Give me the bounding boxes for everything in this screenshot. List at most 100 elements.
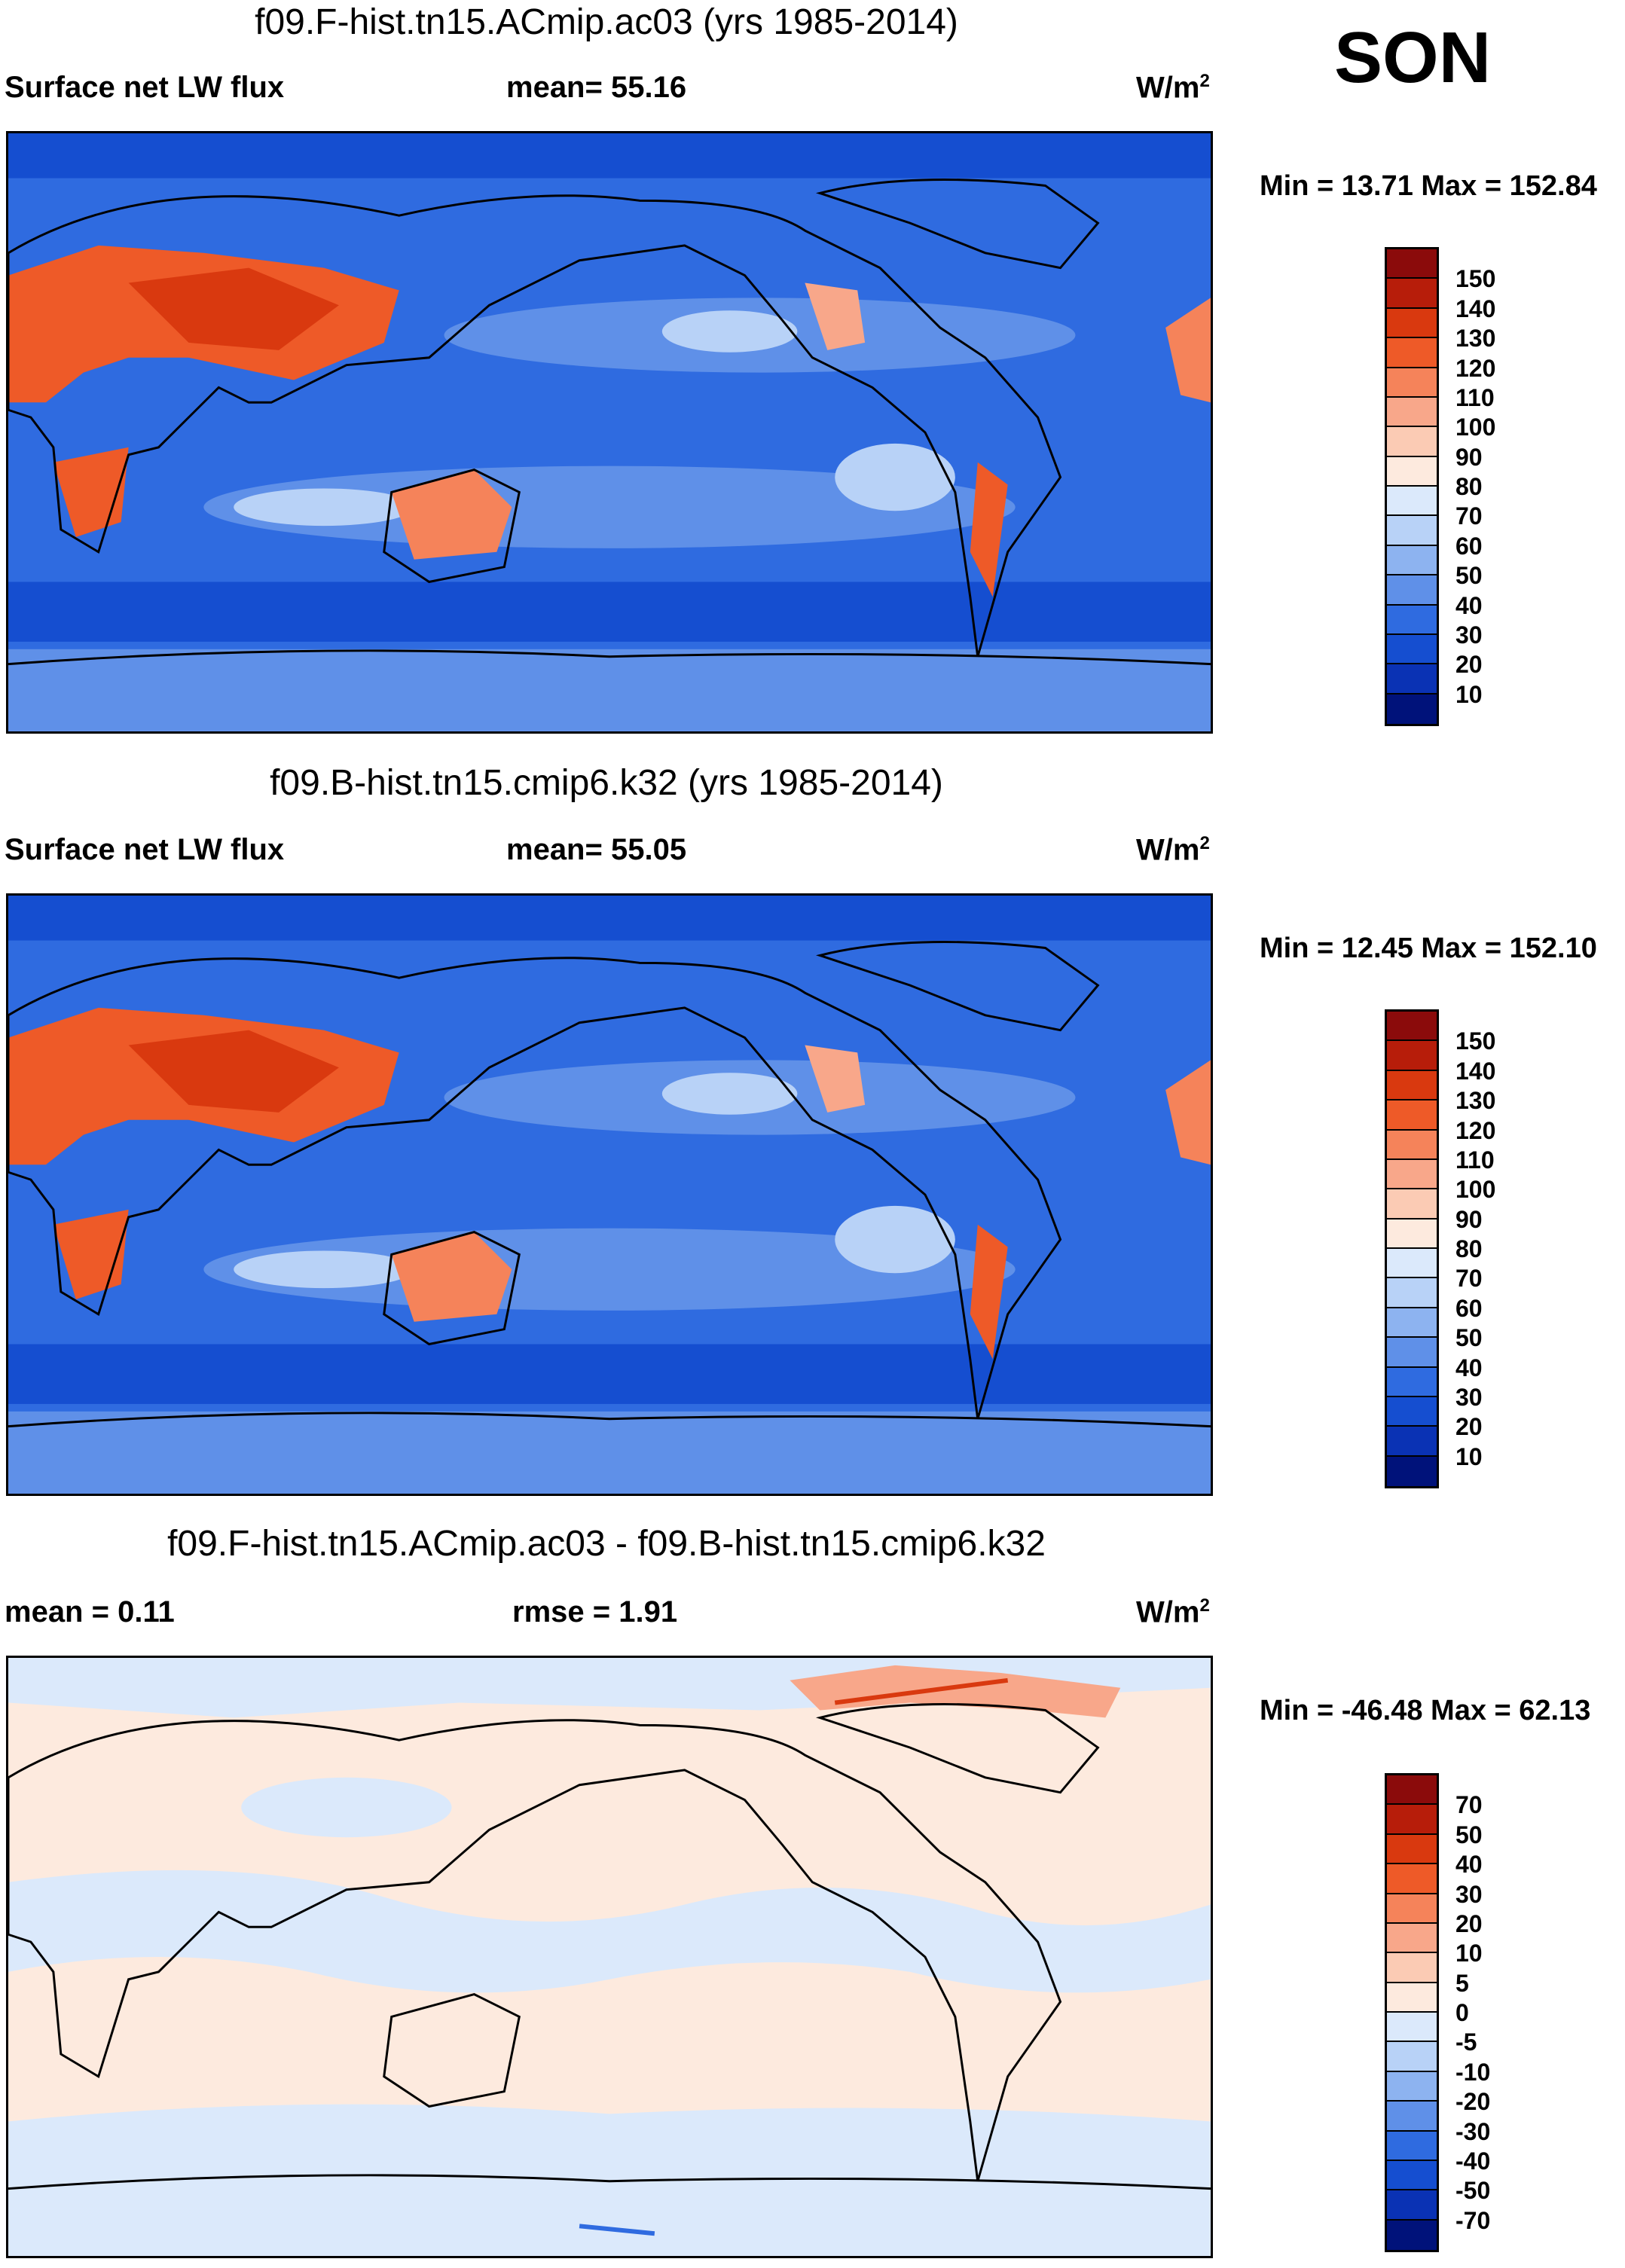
colorbar-tick-label: -5: [1455, 2028, 1477, 2056]
colorbar-tick-label: 70: [1455, 1791, 1483, 1819]
colorbar-segment: [1387, 545, 1437, 576]
colorbar-segment: [1387, 575, 1437, 606]
indian-ocean-clear: [234, 1250, 414, 1289]
colorbar-tick-label: 80: [1455, 473, 1483, 500]
panel-3-map: [6, 1656, 1213, 2258]
colorbar-tick-label: 60: [1455, 532, 1483, 560]
panel-3-colorbar: [1385, 1773, 1439, 2252]
west-africa-edge: [1165, 1060, 1211, 1165]
colorbar-tick-label: 50: [1455, 1821, 1483, 1848]
panel-1-title: f09.F-hist.tn15.ACmip.ac03 (yrs 1985-201…: [255, 2, 958, 42]
colorbar-tick-label: 140: [1455, 295, 1496, 322]
colorbar-segment: [1387, 1923, 1437, 1954]
colorbar-tick-label: 70: [1455, 1265, 1483, 1293]
antarctica-region: [8, 1411, 1211, 1494]
colorbar-tick-label: -70: [1455, 2206, 1491, 2234]
colorbar-tick-label: 90: [1455, 1205, 1483, 1233]
colorbar-tick-label: -10: [1455, 2058, 1491, 2086]
colorbar-tick-label: 110: [1455, 383, 1495, 411]
panel-1-units-sup: 2: [1199, 71, 1210, 91]
colorbar-segment: [1387, 1070, 1437, 1101]
colorbar-tick-label: 150: [1455, 1027, 1496, 1055]
antarctica-coast: [8, 1412, 1211, 1428]
diff-asia-patch: [241, 1777, 452, 1838]
colorbar-tick-label: -40: [1455, 2147, 1491, 2175]
colorbar-segment: [1387, 308, 1437, 339]
southern-ocean-band: [8, 1344, 1211, 1404]
andes-heat: [970, 462, 1008, 597]
colorbar-tick-label: 40: [1455, 591, 1483, 619]
panel-1-units-text: W/m: [1136, 71, 1200, 105]
colorbar-segment: [1387, 1427, 1437, 1457]
colorbar-tick-label: 20: [1455, 1909, 1483, 1937]
colorbar-tick-label: 40: [1455, 1851, 1483, 1879]
colorbar-tick-label: 100: [1455, 1176, 1496, 1204]
panel-3-units: W/m2: [1136, 1595, 1210, 1629]
coastlines: [8, 194, 1062, 658]
colorbar-segment: [1387, 1308, 1437, 1339]
colorbar-tick-label: 60: [1455, 1294, 1483, 1322]
panel-2-map-canvas: [8, 896, 1211, 1494]
australia-heat: [391, 469, 512, 560]
coastlines: [8, 1719, 1062, 2182]
colorbar-tick-label: 50: [1455, 562, 1483, 590]
panel-1-mean-label: mean= 55.16: [506, 71, 687, 104]
colorbar-segment: [1387, 1249, 1437, 1279]
colorbar-segment: [1387, 516, 1437, 546]
panel-1-units: W/m2: [1136, 71, 1210, 105]
diff-tropics-band: [8, 1870, 1211, 1993]
colorbar-tick-label: 70: [1455, 502, 1483, 530]
colorbar-tick-label: -50: [1455, 2177, 1491, 2205]
colorbar-segment: [1387, 368, 1437, 398]
colorbar-tick-label: 130: [1455, 325, 1496, 353]
diff-south-pacific-warm: [782, 2009, 963, 2055]
colorbar-segment: [1387, 397, 1437, 428]
panel-2-units-text: W/m: [1136, 833, 1200, 867]
panel-3-units-text: W/m: [1136, 1595, 1200, 1629]
north-america-southwest: [805, 1045, 866, 1113]
colorbar-segment: [1387, 1278, 1437, 1308]
panel-3-units-sup: 2: [1199, 1595, 1210, 1616]
panel-3-rmse-label: rmse = 1.91: [512, 1595, 678, 1629]
colorbar-segment: [1387, 427, 1437, 457]
colorbar-segment: [1387, 456, 1437, 487]
colorbar-tick-label: 120: [1455, 354, 1496, 382]
north-america-southwest: [805, 282, 866, 350]
colorbar-segment: [1387, 1397, 1437, 1427]
colorbar-segment: [1387, 1041, 1437, 1071]
panel-1-colorbar: [1385, 247, 1439, 726]
colorbar-segment: [1387, 634, 1437, 665]
colorbar-segment: [1387, 2160, 1437, 2191]
diff-antarctic-cold: [579, 2224, 655, 2236]
southern-ocean-band: [8, 581, 1211, 642]
colorbar-tick-label: 90: [1455, 443, 1483, 471]
colorbar-segment: [1387, 1834, 1437, 1865]
colorbar-tick-label: 10: [1455, 1940, 1483, 1967]
colorbar-tick-label: 10: [1455, 1442, 1483, 1470]
panel-2-minmax: Min = 12.45 Max = 152.10: [1260, 933, 1597, 964]
panel-3-minmax: Min = -46.48 Max = 62.13: [1260, 1695, 1591, 1726]
colorbar-segment: [1387, 605, 1437, 635]
colorbar-tick-label: 20: [1455, 651, 1483, 679]
coastlines: [8, 957, 1062, 1420]
colorbar-tick-label: 150: [1455, 265, 1496, 293]
colorbar-tick-label: 140: [1455, 1057, 1496, 1085]
season-label: SON: [1333, 17, 1492, 98]
colorbar-tick-label: 100: [1455, 414, 1496, 441]
colorbar-segment: [1387, 1864, 1437, 1894]
colorbar-tick-label: 40: [1455, 1354, 1483, 1381]
colorbar-segment: [1387, 1953, 1437, 1983]
antarctica-coast: [8, 2174, 1211, 2190]
colorbar-tick-label: 50: [1455, 1324, 1483, 1352]
colorbar-tick-label: 130: [1455, 1087, 1496, 1115]
australia-coast: [383, 469, 521, 584]
colorbar-segment: [1387, 2071, 1437, 2102]
colorbar-segment: [1387, 1805, 1437, 1835]
greenland-arctic-coast: [815, 179, 1100, 270]
colorbar-segment: [1387, 1775, 1437, 1806]
panel-1-map: [6, 131, 1213, 734]
colorbar-tick-label: -20: [1455, 2088, 1491, 2116]
west-africa-edge: [1165, 298, 1211, 403]
colorbar-segment: [1387, 249, 1437, 279]
colorbar-segment: [1387, 279, 1437, 309]
